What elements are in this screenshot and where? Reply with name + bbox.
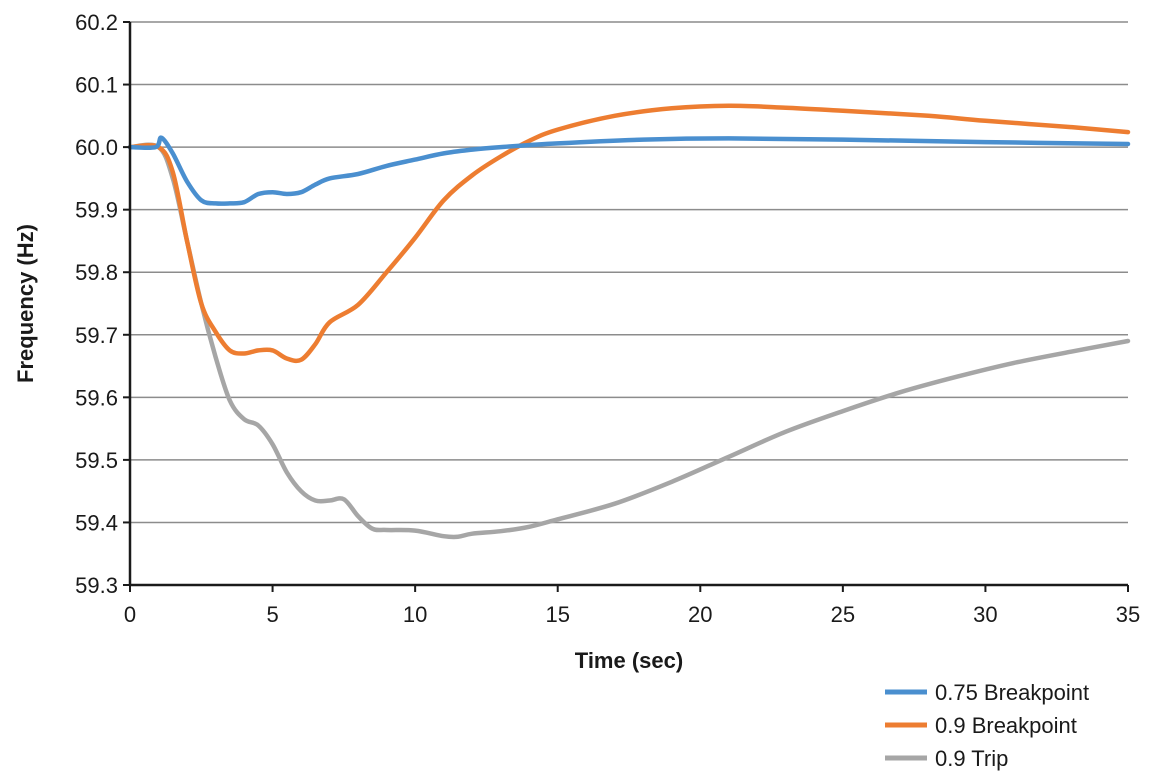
x-tick-label: 10	[403, 602, 427, 627]
y-tick-label: 59.6	[75, 385, 118, 410]
x-tick-label: 20	[688, 602, 712, 627]
x-tick-label: 5	[266, 602, 278, 627]
series-line-0-9-breakpoint	[127, 103, 1131, 364]
legend: 0.75 Breakpoint 0.9 Breakpoint 0.9 Trip	[885, 680, 1089, 771]
x-tick-labels: 0 5 10 15 20 25 30 35	[124, 585, 1140, 627]
x-tick-label: 25	[831, 602, 855, 627]
x-tick-label: 0	[124, 602, 136, 627]
series-line-0-9-trip	[127, 142, 1131, 540]
y-axis-title: Frequency (Hz)	[13, 224, 38, 383]
series-lines	[127, 103, 1131, 540]
y-tick-label: 59.8	[75, 260, 118, 285]
y-tick-label: 59.5	[75, 448, 118, 473]
axes	[128, 22, 1128, 587]
x-axis-title: Time (sec)	[575, 648, 683, 673]
gridlines	[130, 21, 1128, 524]
y-tick-label: 59.3	[75, 573, 118, 598]
y-tick-label: 60.0	[75, 135, 118, 160]
series-line-0-75-breakpoint	[127, 135, 1131, 206]
y-tick-label: 60.2	[75, 10, 118, 35]
x-tick-label: 30	[973, 602, 997, 627]
y-tick-label: 60.1	[75, 73, 118, 98]
y-tick-label: 59.4	[75, 510, 118, 535]
x-tick-label: 15	[545, 602, 569, 627]
x-tick-label: 35	[1116, 602, 1140, 627]
legend-label: 0.9 Trip	[935, 746, 1008, 771]
legend-label: 0.9 Breakpoint	[935, 713, 1077, 738]
y-tick-label: 59.7	[75, 323, 118, 348]
y-tick-label: 59.9	[75, 198, 118, 223]
y-tick-labels: 59.3 59.4 59.5 59.6 59.7 59.8 59.9 60.0 60.1 60.2	[75, 10, 130, 598]
legend-label: 0.75 Breakpoint	[935, 680, 1089, 705]
